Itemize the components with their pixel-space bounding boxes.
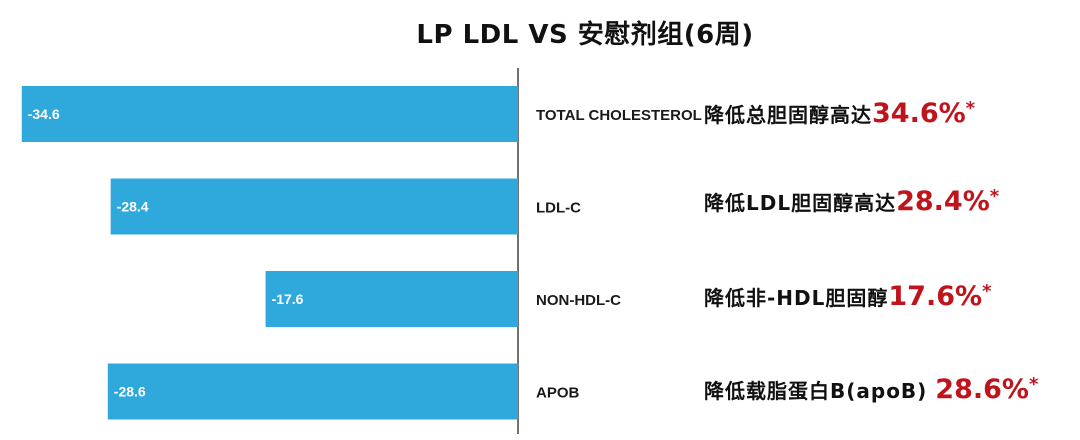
annotation-total-cholesterol: 降低总胆固醇高达34.6%* xyxy=(704,98,976,129)
annotation-percent: 17.6% xyxy=(888,281,983,312)
bar-value-label: -28.6 xyxy=(114,384,146,400)
bar-value-label: -34.6 xyxy=(28,106,60,122)
annotation-text: 降低总胆固醇高达 xyxy=(704,103,872,127)
bar xyxy=(107,363,519,420)
category-label: TOTAL CHOLESTEROL xyxy=(536,107,702,124)
annotation-percent: 28.6% xyxy=(935,374,1029,405)
annotation-non-hdl-c: 降低非-HDL胆固醇17.6%* xyxy=(704,281,992,312)
category-label: APOB xyxy=(536,385,580,402)
bar-value-label: -28.4 xyxy=(117,199,149,215)
category-label: LDL-C xyxy=(536,200,581,217)
annotation-text: 降低非-HDL胆固醇 xyxy=(704,286,889,310)
bar xyxy=(21,86,518,142)
annotation-percent: 28.4% xyxy=(896,186,990,217)
annotation-apob: 降低载脂蛋白B(apoB) 28.6%* xyxy=(704,374,1039,405)
annotation-star: * xyxy=(982,281,993,302)
chart-title: LP LDL VS 安慰剂组(6周) xyxy=(416,20,754,50)
annotation-text: 降低载脂蛋白B(apoB) xyxy=(704,379,936,403)
bar-value-label: -17.6 xyxy=(272,291,304,307)
bar xyxy=(265,271,518,327)
annotation-percent: 34.6% xyxy=(872,98,966,129)
bar xyxy=(110,178,519,235)
annotation-star: * xyxy=(1028,374,1040,395)
annotation-star: * xyxy=(989,186,1001,207)
annotation-ldl-c: 降低LDL胆固醇高达28.4%* xyxy=(704,186,1000,217)
category-label: NON-HDL-C xyxy=(536,292,621,309)
annotation-star: * xyxy=(965,98,977,119)
annotation-text: 降低LDL胆固醇高达 xyxy=(704,191,897,215)
